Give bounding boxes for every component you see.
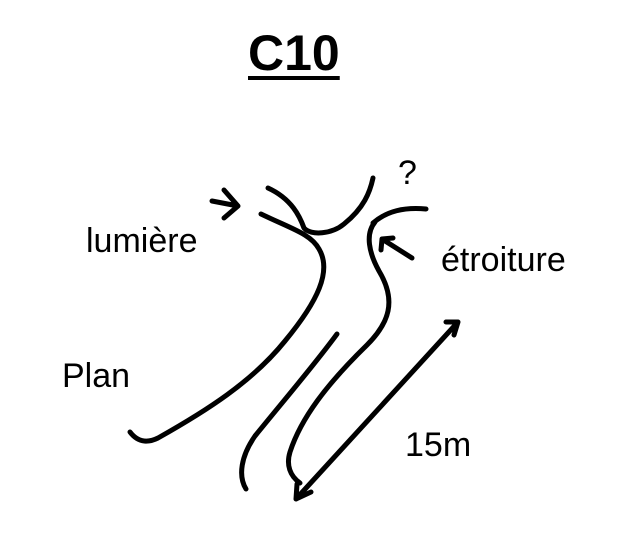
double-arrow-icon bbox=[293, 319, 461, 502]
upper-chamber-wall bbox=[265, 175, 376, 236]
etroiture-arrow-icon bbox=[378, 235, 415, 261]
etroiture-label: étroiture bbox=[441, 241, 566, 279]
unknown-continuation-marker: ? bbox=[398, 154, 417, 192]
lumiere-arrow-icon bbox=[209, 187, 241, 221]
right-passage-wall bbox=[285, 219, 392, 486]
lower-passage-wall bbox=[239, 331, 340, 492]
distance-label: 15m bbox=[405, 426, 472, 464]
narrowing-upper-wall bbox=[370, 206, 429, 226]
lumiere-label: lumière bbox=[86, 222, 198, 260]
plan-label: Plan bbox=[62, 357, 131, 395]
page-title: C10 bbox=[248, 25, 340, 81]
left-passage-wall bbox=[127, 211, 327, 444]
